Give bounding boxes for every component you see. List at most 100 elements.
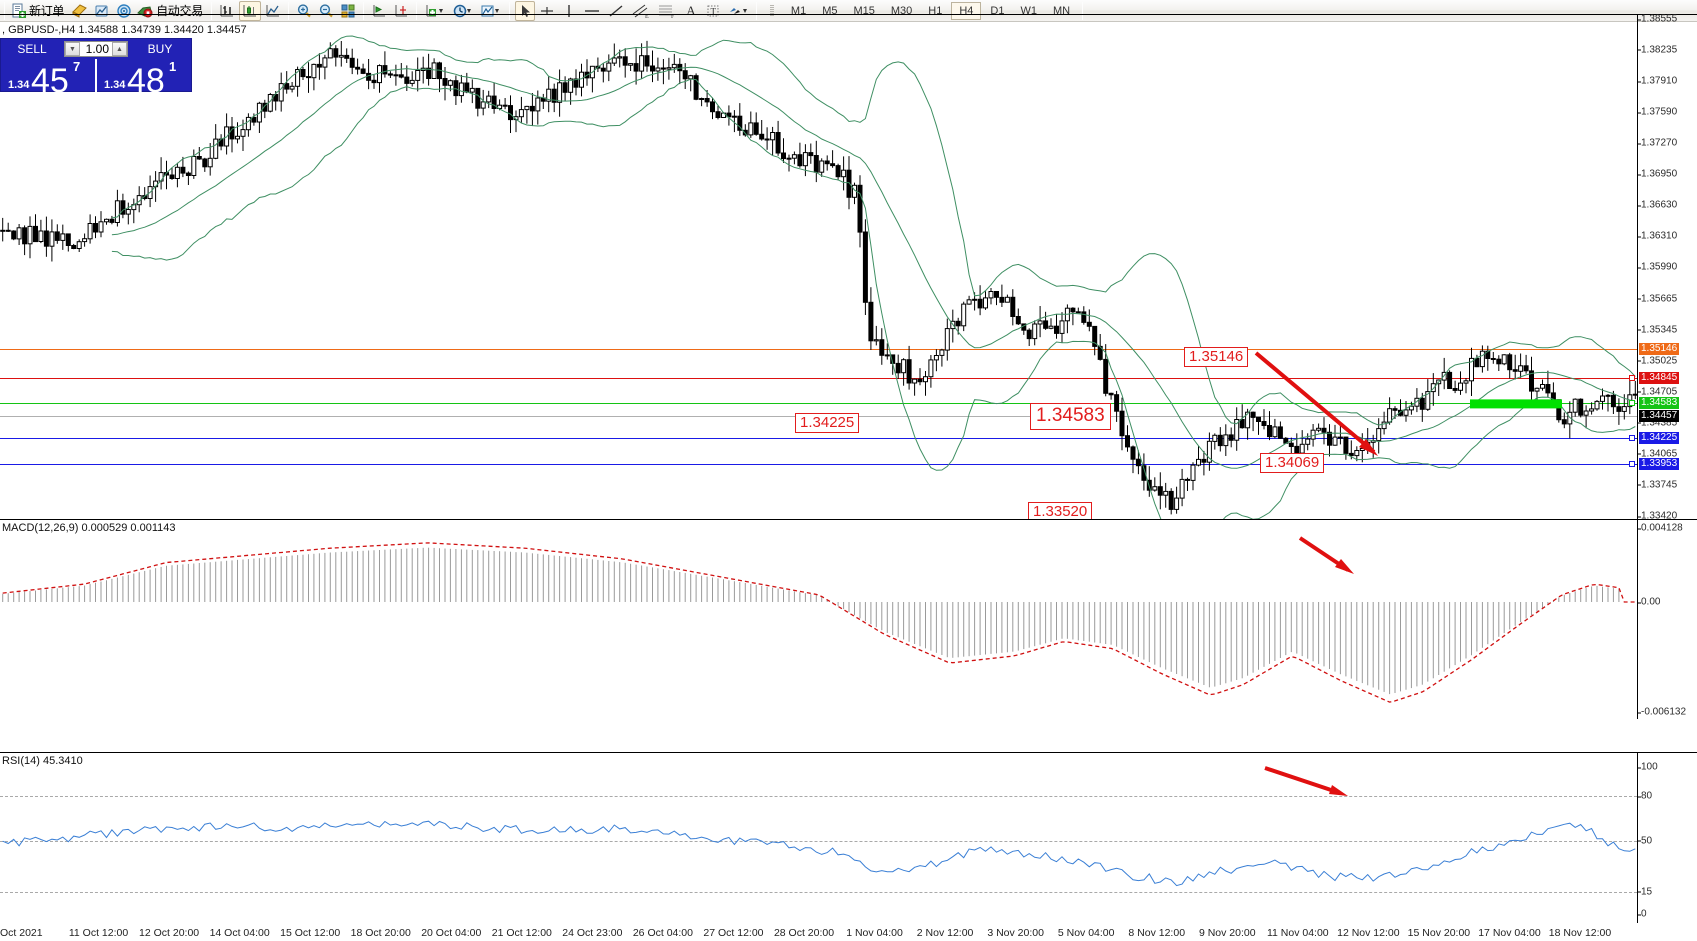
horizontal-line-button[interactable]: [581, 1, 603, 21]
macd-plot-area[interactable]: [0, 520, 1638, 719]
level-line-orange-level[interactable]: [0, 348, 1637, 350]
timeframe-m30-button[interactable]: M30: [890, 4, 913, 17]
timeframe-d1-button[interactable]: D1: [990, 4, 1005, 17]
tick-mark: [1638, 516, 1641, 517]
rsi-level-line: [0, 891, 1637, 893]
price-tick: 1.38555: [1638, 14, 1677, 25]
periods-button[interactable]: [450, 1, 476, 21]
trendline-button[interactable]: [605, 1, 627, 21]
buy-price-prefix: 1.34: [104, 79, 126, 91]
shapes-button[interactable]: [725, 1, 751, 21]
text-label-icon: T: [707, 5, 719, 16]
tick-mark: [1638, 143, 1641, 145]
price-annotation[interactable]: 1.34225: [795, 413, 860, 433]
level-handle[interactable]: [1629, 400, 1635, 407]
buy-price-fraction: 1: [169, 59, 177, 74]
level-line-red-level[interactable]: [0, 378, 1637, 380]
navigator-button[interactable]: [114, 1, 134, 21]
text-label-button[interactable]: T: [703, 1, 723, 21]
buy-price[interactable]: 1.34 48 1: [95, 59, 191, 98]
timeframe-grip: [762, 1, 782, 21]
equidistant-channel-icon: E: [632, 4, 649, 19]
rsi-pane[interactable]: RSI(14) 45.3410 100 80 50 15 0: [0, 752, 1697, 923]
trendline-icon: [609, 4, 623, 17]
time-axis-label: 15 Nov 20:00: [1407, 927, 1471, 939]
auto-scroll-icon: [395, 4, 407, 16]
level-handle[interactable]: [1629, 435, 1635, 442]
timeframe-w1-button[interactable]: W1: [1020, 4, 1037, 17]
volume-decrease-button[interactable]: ▼: [65, 42, 80, 56]
sell-button[interactable]: SELL: [17, 42, 47, 56]
timeframe-m15-button[interactable]: M15: [853, 4, 875, 17]
cursor-button[interactable]: [514, 0, 535, 21]
timeframe-h1-button[interactable]: H1: [928, 4, 943, 17]
price-plot-area[interactable]: 1.35146 1.34583 1.34225 1.34069 1.33520: [0, 15, 1638, 519]
time-axis-label: 27 Oct 12:00: [703, 927, 764, 939]
toolbar-divider-3: [287, 1, 289, 20]
candlestick-chart-icon: [243, 4, 256, 16]
price-level-label-last-price[interactable]: 1.34457: [1639, 409, 1680, 422]
price-level-label-blue-level[interactable]: 1.34225: [1639, 432, 1680, 445]
shift-end-button[interactable]: [369, 1, 389, 21]
volume-value[interactable]: 1.00: [85, 42, 109, 56]
red-down-arrow: [1254, 351, 1378, 456]
volume-stepper[interactable]: ▼ 1.00 ▲: [64, 41, 128, 57]
timeframe-m1-button[interactable]: M1: [790, 4, 807, 17]
horizontal-line-icon: [584, 9, 599, 12]
rsi-scale[interactable]: 100 80 50 15 0: [1638, 753, 1697, 923]
price-chart-pane[interactable]: 1.35146 1.34583 1.34225 1.34069 1.33520 1.38…: [0, 14, 1697, 522]
level-handle[interactable]: [1629, 375, 1635, 382]
buy-button[interactable]: BUY: [147, 42, 173, 56]
text-button[interactable]: A: [681, 1, 701, 21]
equidistant-channel-button[interactable]: E: [629, 1, 653, 21]
data-window-button[interactable]: [92, 1, 112, 21]
level-line-blue-level[interactable]: [0, 464, 1637, 466]
price-level-label-red-level[interactable]: 1.34845: [1639, 372, 1680, 385]
templates-icon: [481, 5, 499, 16]
candlestick-series: [0, 35, 1637, 519]
toolbar-divider-5: [415, 1, 417, 20]
level-line-blue-level[interactable]: [0, 438, 1637, 440]
tick-mark: [1638, 329, 1641, 331]
macd-pane[interactable]: MACD(12,26,9) 0.000529 0.001143 0.004128…: [0, 519, 1697, 719]
tick-mark: [1638, 205, 1641, 207]
price-scale[interactable]: 1.38555 1.38235 1.37910 1.37590 1.37270 1.369…: [1638, 14, 1697, 522]
price-level-label-orange-level[interactable]: 1.35146: [1639, 342, 1680, 355]
time-axis-label: 11 Oct 12:00: [68, 927, 129, 939]
templates-button[interactable]: [478, 1, 504, 21]
timeframe-m5-button[interactable]: M5: [822, 4, 838, 17]
tick-mark: [1638, 360, 1641, 362]
line-chart-button[interactable]: [263, 1, 283, 21]
data-window-icon: [95, 5, 108, 16]
auto-scroll-button[interactable]: [391, 1, 411, 21]
bar-chart-button[interactable]: [217, 1, 237, 21]
sell-price-fraction: 7: [73, 59, 81, 74]
volume-increase-button[interactable]: ▲: [112, 42, 127, 56]
rsi-plot-area[interactable]: [0, 753, 1638, 923]
timeframe-h4-button[interactable]: H4: [951, 1, 982, 20]
level-handle[interactable]: [1629, 461, 1635, 468]
price-annotation[interactable]: 1.34069: [1260, 453, 1325, 473]
time-axis-label: 18 Nov 12:00: [1548, 927, 1612, 939]
indicators-button[interactable]: [422, 1, 448, 21]
price-annotation[interactable]: 1.35146: [1184, 347, 1249, 367]
price-annotation[interactable]: 1.33520: [1028, 502, 1093, 519]
price-level-label-blue-level[interactable]: 1.33953: [1639, 458, 1680, 471]
time-axis-label: 26 Oct 04:00: [632, 927, 693, 939]
sell-price-prefix: 1.34: [8, 79, 30, 91]
tick-mark: [1638, 174, 1641, 176]
price-level-label-green-level[interactable]: 1.34583: [1639, 397, 1680, 410]
sell-price[interactable]: 1.34 45 7: [1, 59, 95, 98]
time-axis-label: 24 Oct 23:00: [562, 927, 623, 939]
macd-scale[interactable]: 0.004128 0.00 -0.006132: [1638, 520, 1697, 719]
rsi-label: RSI(14) 45.3410: [2, 755, 83, 767]
macd-red-arrow: [1298, 536, 1354, 574]
timeframe-mn-button[interactable]: MN: [1052, 4, 1071, 17]
price-annotation[interactable]: 1.34583: [1030, 403, 1111, 430]
bar-chart-icon: [220, 4, 233, 16]
crosshair-button[interactable]: [537, 1, 557, 21]
macd-tick: 0.00: [1638, 597, 1660, 608]
candlestick-chart-button[interactable]: [238, 0, 261, 21]
level-line-green-level[interactable]: [0, 403, 1637, 405]
tick-mark: [1638, 298, 1641, 300]
